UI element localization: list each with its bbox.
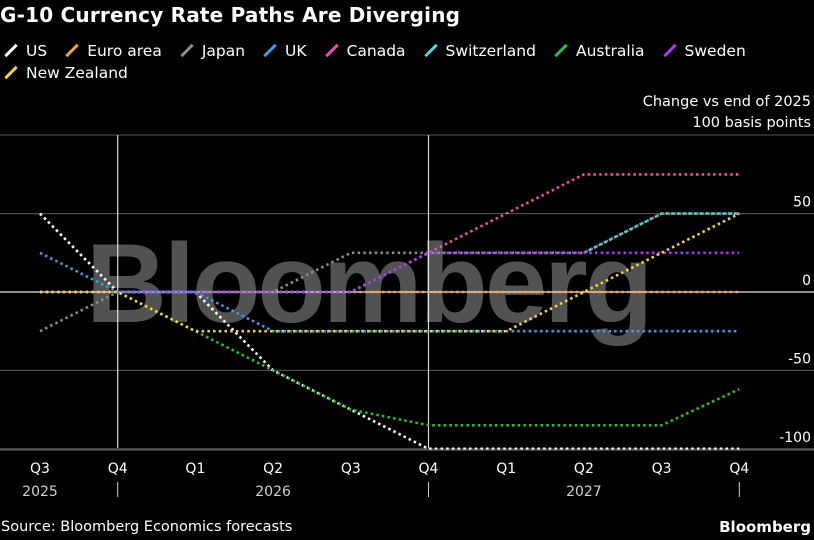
- year-label: 2026: [255, 484, 291, 500]
- legend-label: Japan: [201, 42, 246, 60]
- watermark-logo: Bloomberg: [86, 221, 650, 346]
- series-line-uk: [39, 251, 740, 333]
- y-tick-label: -50: [788, 351, 811, 367]
- legend: US Euro area Japan UK Canada Switzerland Austr…: [4, 40, 804, 84]
- x-tick-label: Q3: [652, 461, 672, 477]
- brand-logo: Bloomberg: [719, 518, 811, 536]
- x-tick-label: Q2: [263, 461, 283, 477]
- legend-label: Euro area: [87, 42, 162, 60]
- legend-label: US: [26, 42, 48, 60]
- chart-title: G-10 Currency Rate Paths Are Diverging: [0, 3, 461, 27]
- year-label: 2027: [566, 484, 602, 500]
- legend-item-sweden: Sweden: [663, 40, 746, 62]
- x-tick-label: Q4: [419, 461, 439, 477]
- legend-item-euro-area: Euro area: [65, 40, 162, 62]
- legend-item-canada: Canada: [325, 40, 406, 62]
- x-tick-label: Q1: [185, 461, 205, 477]
- legend-item-new-zealand: New Zealand: [4, 62, 128, 84]
- year-label: 2025: [22, 484, 58, 500]
- y-tick-label: -100: [779, 430, 811, 446]
- legend-item-uk: UK: [263, 40, 307, 62]
- x-tick-label: Q4: [729, 461, 749, 477]
- source-note: Source: Bloomberg Economics forecasts: [1, 519, 293, 535]
- y-tick-label: 0: [802, 273, 811, 289]
- legend-item-switzerland: Switzerland: [424, 40, 536, 62]
- x-tick-label: Q3: [341, 461, 361, 477]
- legend-label: New Zealand: [26, 64, 128, 82]
- legend-label: UK: [285, 42, 307, 60]
- series-line-sweden: [40, 251, 740, 294]
- series-line-new-zealand: [40, 212, 740, 333]
- legend-label: Canada: [346, 42, 406, 60]
- legend-item-australia: Australia: [554, 40, 645, 62]
- unit-note-line-2: 100 basis points: [692, 115, 811, 131]
- x-tick-label: Q2: [574, 461, 594, 477]
- legend-label: Switzerland: [445, 42, 536, 60]
- x-tick-label: Q1: [496, 461, 516, 477]
- legend-item-us: US: [4, 40, 47, 62]
- y-tick-label: 50: [793, 195, 811, 211]
- x-tick-label: Q3: [30, 461, 50, 477]
- legend-label: Australia: [575, 42, 645, 60]
- unit-note: Change vs end of 2025 100 basis points: [643, 92, 811, 134]
- x-tick-label: Q4: [108, 461, 128, 477]
- legend-item-japan: Japan: [180, 40, 245, 62]
- unit-note-line-1: Change vs end of 2025: [642, 94, 811, 110]
- legend-label: Sweden: [684, 42, 746, 60]
